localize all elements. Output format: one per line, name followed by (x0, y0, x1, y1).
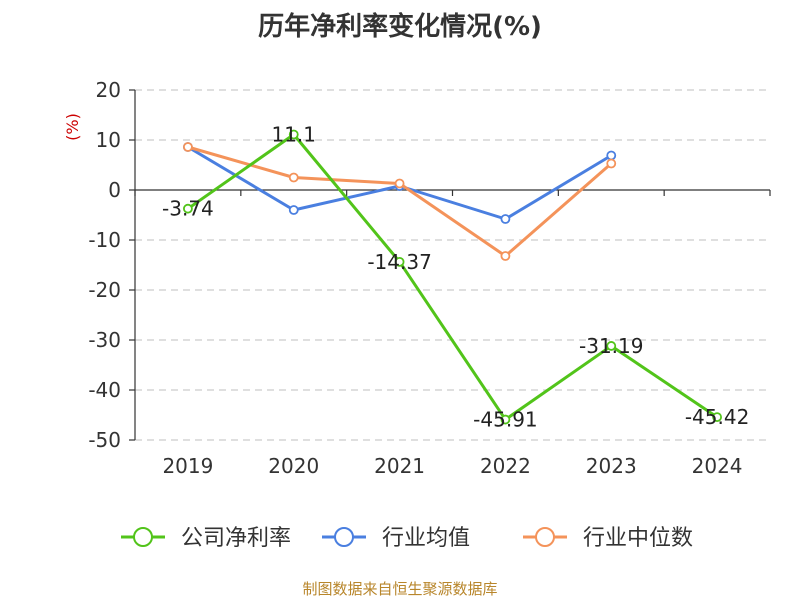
data-point (288, 172, 299, 183)
legend-label: 公司净利率 (181, 526, 291, 551)
data-label: -31.19 (579, 334, 643, 358)
x-tick-label: 2021 (374, 454, 425, 478)
data-point (500, 214, 511, 224)
y-tick-label: 20 (96, 78, 121, 102)
y-tick-label: -30 (88, 328, 121, 352)
legend-label: 行业中位数 (583, 526, 693, 551)
data-label: -3.74 (162, 197, 214, 221)
series-line (187, 133, 718, 422)
legend-label: 行业均值 (382, 526, 470, 551)
data-point (606, 341, 617, 351)
y-axis-label: (%) (63, 113, 82, 141)
data-point (183, 203, 193, 214)
y-tick-label: -10 (88, 228, 121, 252)
gridlines (135, 89, 770, 441)
series-3 (183, 142, 617, 261)
data-point (394, 256, 405, 267)
legend-marker-icon (535, 527, 555, 547)
data-label: 11.1 (271, 123, 316, 147)
data-labels: -3.74 11.1 -14.37 -45.91 -31.19 -45.42 (162, 123, 749, 432)
legend-marker-icon (334, 527, 354, 547)
data-label: -45.91 (473, 408, 537, 432)
chart-title: 历年净利率变化情况(%) (258, 11, 542, 42)
axes (129, 89, 771, 441)
y-tick-labels: 20 10 0 -10 -20 -30 -40 -50 (88, 78, 121, 452)
data-point (712, 412, 722, 423)
data-point (606, 158, 617, 169)
y-tick-label: -40 (88, 378, 121, 402)
data-point (500, 251, 511, 261)
x-tick-label: 2022 (480, 454, 531, 478)
x-tick-label: 2019 (162, 454, 213, 478)
data-point (183, 142, 193, 152)
data-label: -14.37 (367, 250, 431, 274)
x-tick-label: 2024 (692, 454, 743, 478)
legend-item[interactable]: 行业中位数 (523, 526, 693, 551)
x-tick-label: 2020 (268, 454, 319, 478)
data-point (500, 414, 511, 425)
legend[interactable]: 公司净利率 行业均值 行业中位数 (121, 526, 693, 551)
y-tick-label: 0 (108, 178, 121, 202)
data-point (288, 129, 299, 140)
series-1 (183, 129, 722, 425)
legend-item[interactable]: 行业均值 (322, 526, 470, 551)
data-point (288, 205, 299, 215)
series-group (183, 129, 722, 425)
source-note: 制图数据来自恒生聚源数据库 (302, 580, 497, 598)
x-tick-label: 2023 (586, 454, 637, 478)
data-point (606, 150, 617, 161)
legend-item[interactable]: 公司净利率 (121, 526, 291, 551)
x-tick-labels: 2019 2020 2021 2022 2023 2024 (162, 454, 742, 478)
data-label: -45.42 (685, 405, 749, 429)
y-tick-label: 10 (96, 128, 121, 152)
legend-marker-icon (133, 527, 153, 547)
y-tick-label: -20 (88, 278, 121, 302)
data-point (394, 178, 405, 189)
y-tick-label: -50 (88, 428, 121, 452)
